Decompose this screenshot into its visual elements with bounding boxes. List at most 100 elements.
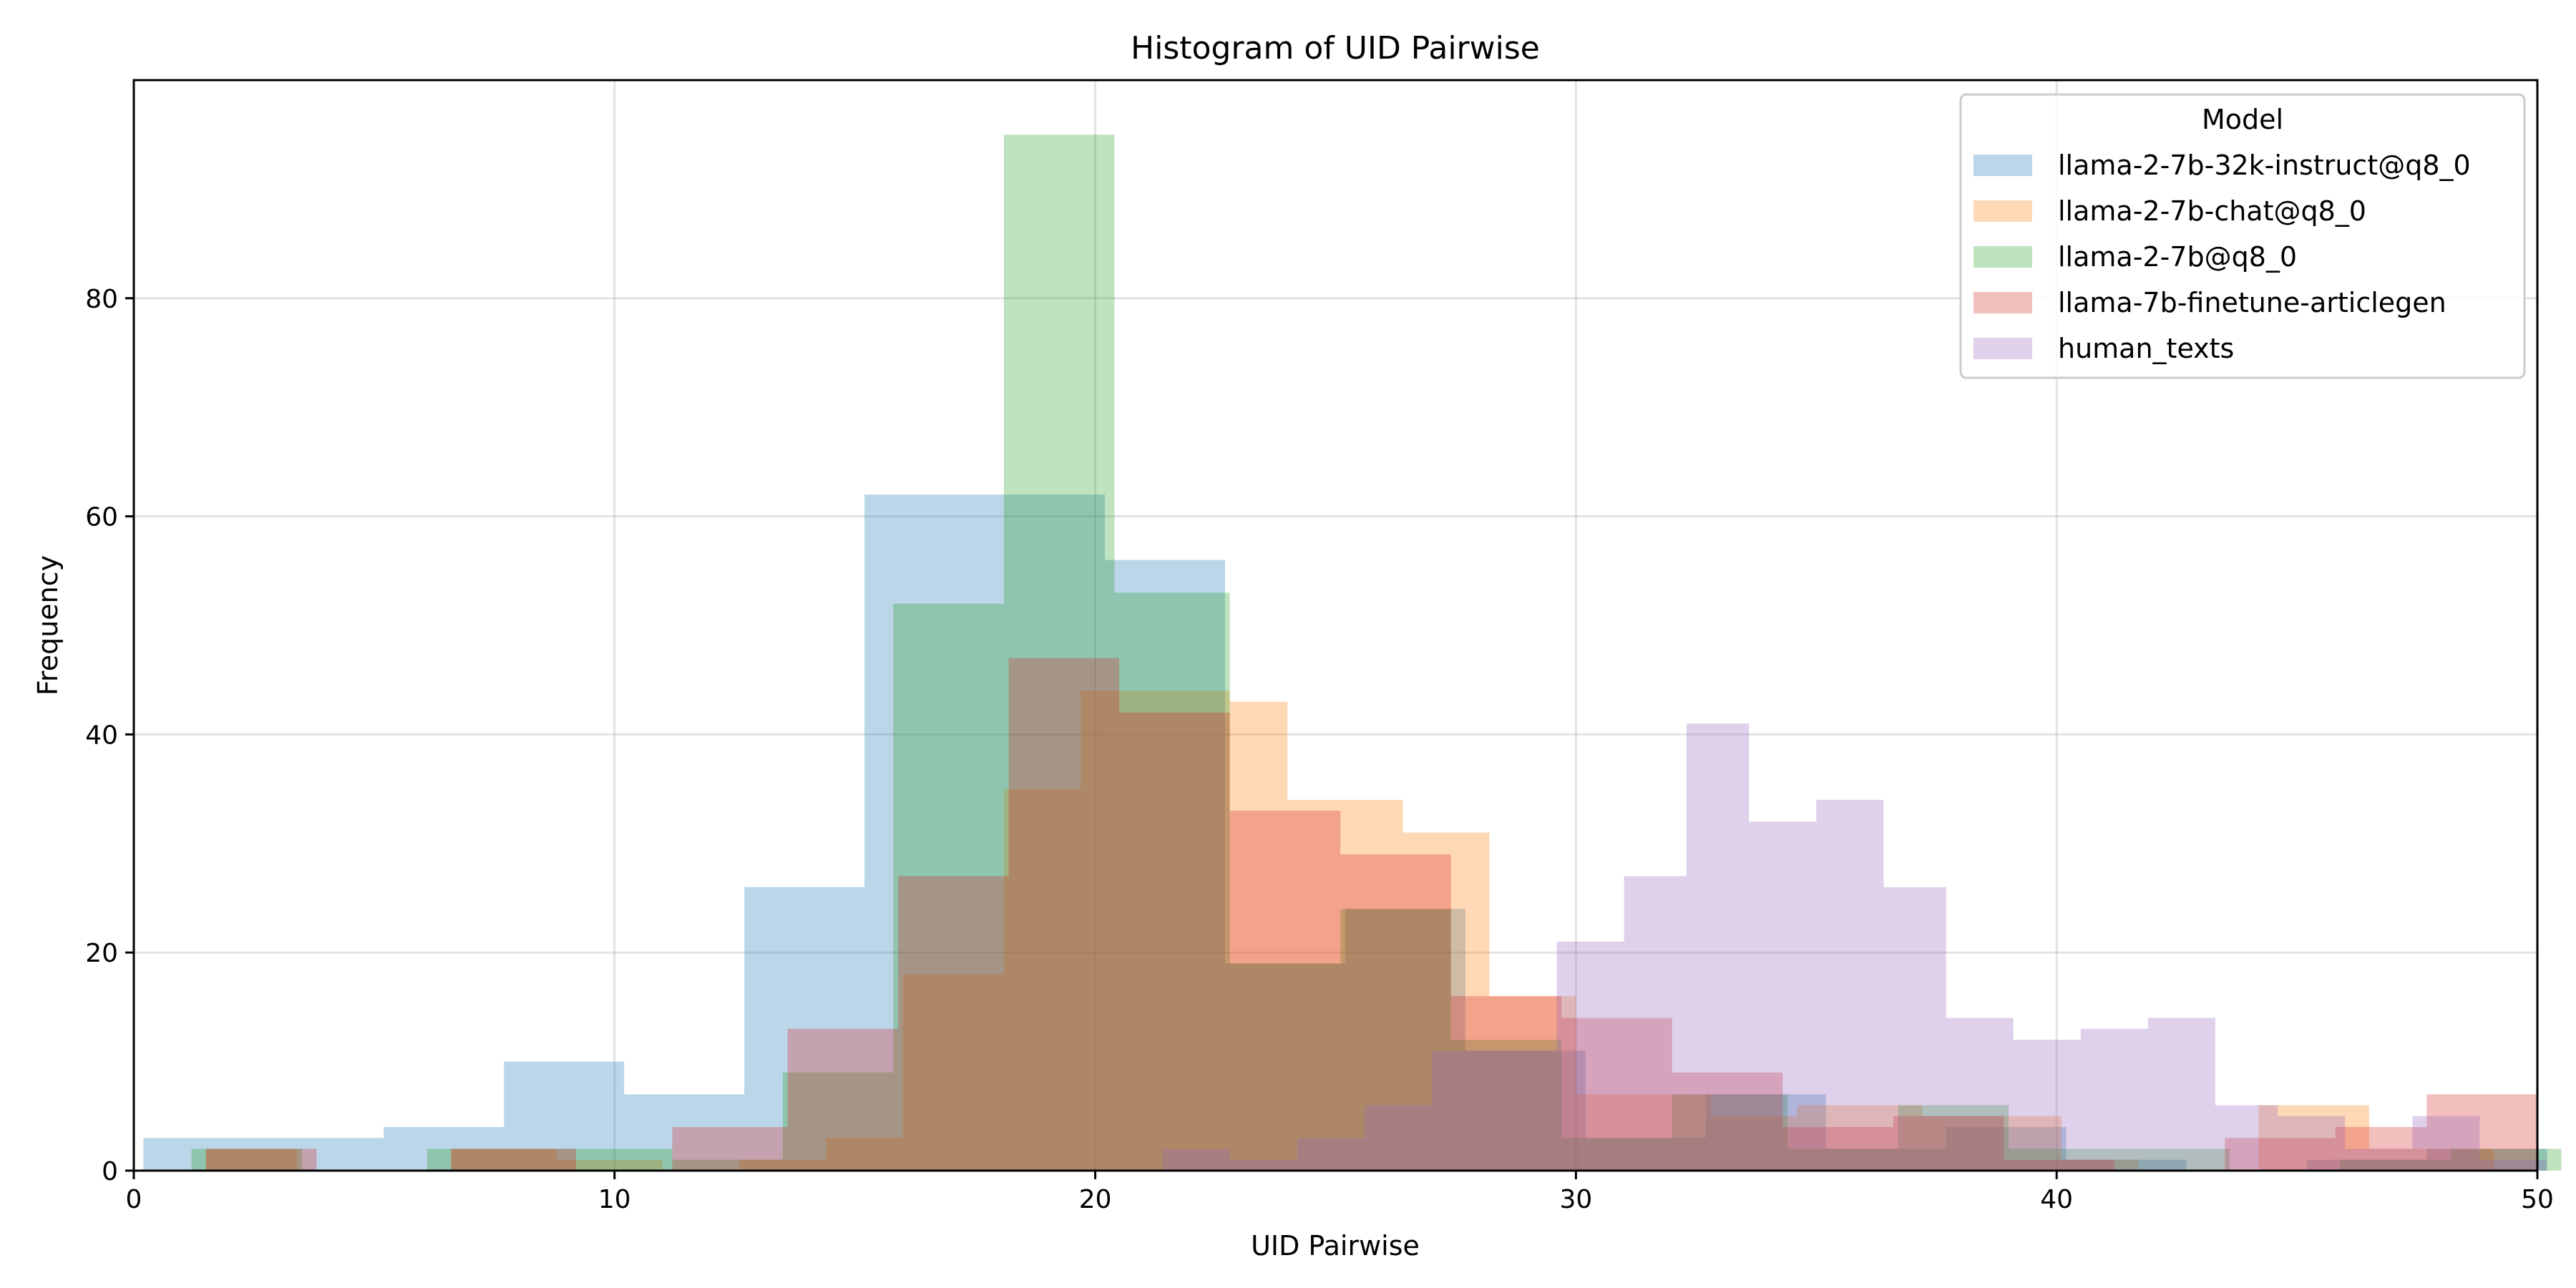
histogram-bar bbox=[2426, 1094, 2537, 1171]
legend-swatch bbox=[1974, 155, 2032, 176]
histogram-bar bbox=[2215, 1105, 2278, 1171]
histogram-bar bbox=[744, 887, 865, 1171]
histogram-bar bbox=[624, 1094, 745, 1171]
histogram-bar bbox=[1672, 1072, 1783, 1171]
histogram-bar bbox=[2061, 1159, 2139, 1171]
x-tick-label: 30 bbox=[1559, 1185, 1592, 1214]
histogram-bar bbox=[451, 1148, 557, 1171]
histogram-bar bbox=[2368, 1148, 2494, 1171]
histogram-bar bbox=[1119, 712, 1230, 1171]
histogram-bar bbox=[143, 1138, 264, 1171]
legend-entry-label: llama-2-7b-32k-instruct@q8_0 bbox=[2058, 150, 2471, 181]
histogram-bar bbox=[1224, 963, 1345, 1171]
histogram-bar bbox=[384, 1127, 504, 1171]
y-axis-label: Frequency bbox=[32, 555, 64, 696]
histogram-bar bbox=[1105, 560, 1225, 1171]
histogram-bar bbox=[2258, 1105, 2369, 1171]
histogram-bar bbox=[1797, 1105, 1923, 1171]
axis-ticks: 0 10 20 30 40 50 0 20 40 60 80 bbox=[85, 285, 2554, 1214]
histogram-bar bbox=[2412, 1116, 2480, 1171]
histogram-bar bbox=[1556, 941, 1624, 1171]
histogram-bar bbox=[898, 876, 1009, 1171]
histogram-bar bbox=[864, 494, 985, 1171]
histogram-bar bbox=[1749, 821, 1817, 1171]
series-0-bars bbox=[143, 494, 2547, 1171]
x-tick-label: 0 bbox=[126, 1185, 142, 1214]
histogram-bar bbox=[672, 1127, 788, 1171]
y-tick-label: 60 bbox=[85, 503, 118, 532]
histogram-bar bbox=[1576, 1094, 1711, 1171]
legend-entry-label: human_texts bbox=[2058, 333, 2234, 364]
legend-swatch bbox=[1974, 338, 2032, 359]
histogram-bar bbox=[893, 603, 1004, 1171]
histogram-bar bbox=[1003, 789, 1081, 1171]
histogram-bar bbox=[2080, 1028, 2148, 1171]
histogram-bar bbox=[561, 1148, 673, 1171]
x-axis-label: UID Pairwise bbox=[1251, 1230, 1420, 1262]
histogram-bar bbox=[782, 1072, 894, 1171]
histogram-bar bbox=[1229, 811, 1341, 1171]
histogram-bar bbox=[2340, 1159, 2451, 1171]
histogram-bar bbox=[2066, 1159, 2187, 1171]
histogram-bar bbox=[1893, 1116, 2004, 1171]
histogram-bar bbox=[205, 1148, 317, 1171]
histogram-bar bbox=[2278, 1116, 2346, 1171]
histogram-bar bbox=[1229, 1159, 1297, 1171]
legend: Model llama-2-7b-32k-instruct@q8_0llama-… bbox=[1959, 93, 2526, 379]
histogram-bar bbox=[985, 494, 1106, 1171]
histogram-bar bbox=[1705, 1094, 1826, 1171]
histogram-bar bbox=[739, 1159, 826, 1171]
legend-entry-label: llama-2-7b-chat@q8_0 bbox=[2058, 195, 2366, 227]
legend-entries: llama-2-7b-32k-instruct@q8_0 llama-2-7b-c… bbox=[1974, 150, 2471, 364]
histogram-bar bbox=[2479, 1159, 2547, 1171]
histogram-bar bbox=[672, 1159, 783, 1171]
histogram-bar bbox=[1114, 592, 1230, 1171]
histogram-bar bbox=[1710, 1116, 1797, 1171]
histogram-bar bbox=[2225, 1138, 2336, 1171]
histogram-bar bbox=[451, 1148, 577, 1171]
histogram-bar bbox=[1450, 1040, 1562, 1171]
histogram-bar bbox=[1561, 1018, 1672, 1171]
histogram-bar bbox=[1340, 909, 1451, 1171]
x-tick-label: 10 bbox=[598, 1185, 631, 1214]
histogram-bar bbox=[2426, 1148, 2547, 1171]
histogram-bar bbox=[1229, 701, 1288, 1171]
histogram-bars bbox=[143, 135, 2562, 1171]
histogram-bar bbox=[1450, 996, 1562, 1171]
histogram-bar bbox=[1946, 1018, 2014, 1171]
histogram-bar bbox=[2013, 1040, 2081, 1171]
histogram-bar bbox=[205, 1148, 298, 1171]
histogram-bar bbox=[1345, 909, 1465, 1171]
histogram-bar bbox=[787, 1028, 899, 1171]
series-2-bars bbox=[191, 135, 2562, 1171]
histogram-bar bbox=[191, 1148, 303, 1171]
histogram-bar bbox=[2335, 1127, 2427, 1171]
histogram-bar bbox=[1672, 1094, 1787, 1171]
histogram-bar bbox=[2147, 1018, 2215, 1171]
histogram-bar bbox=[1816, 799, 1884, 1171]
chart-title: Histogram of UID Pairwise bbox=[1131, 30, 1540, 67]
x-tick-label: 50 bbox=[2521, 1185, 2554, 1214]
x-tick-label: 40 bbox=[2040, 1185, 2073, 1214]
histogram-bar bbox=[504, 1061, 625, 1171]
histogram-bar bbox=[1489, 996, 1576, 1171]
histogram-bar bbox=[1585, 1138, 1706, 1171]
histogram-bar bbox=[902, 974, 1004, 1171]
histogram-bar bbox=[1402, 832, 1490, 1171]
histogram-bar bbox=[1686, 723, 1750, 1171]
histogram-bar bbox=[1431, 1050, 1557, 1171]
legend-entry-label: llama-7b-finetune-articlegen bbox=[2058, 287, 2446, 318]
histogram-bar bbox=[1003, 135, 1115, 1171]
y-tick-label: 20 bbox=[85, 939, 118, 968]
histogram-bar bbox=[426, 1148, 562, 1171]
histogram-bar bbox=[1080, 691, 1230, 1171]
legend-swatch bbox=[1974, 292, 2032, 313]
histogram-bar bbox=[263, 1138, 384, 1171]
legend-entry-label: llama-2-7b@q8_0 bbox=[2058, 241, 2297, 273]
legend-swatch bbox=[1974, 200, 2032, 222]
histogram-bar bbox=[826, 1138, 903, 1171]
legend-box bbox=[1959, 93, 2526, 379]
histogram-bar bbox=[1946, 1127, 2067, 1171]
